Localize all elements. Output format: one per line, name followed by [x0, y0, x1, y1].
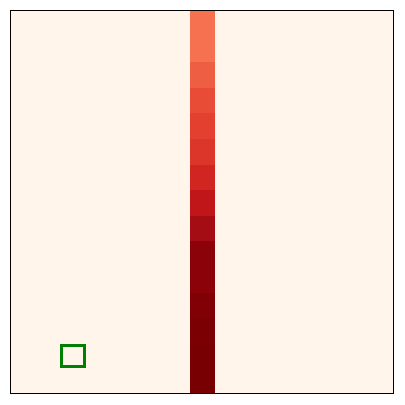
heat-column-cell [190, 11, 215, 38]
heat-column-cell [190, 318, 215, 345]
heat-column-cell [190, 190, 215, 217]
heat-column-cell [190, 292, 215, 319]
heat-column-cell [190, 62, 215, 89]
heat-column [190, 11, 215, 393]
heat-column-cell [190, 113, 215, 140]
heat-column-cell [190, 87, 215, 114]
heat-column-cell [190, 343, 215, 370]
agent-marker [60, 344, 86, 368]
heat-column-cell [190, 241, 215, 268]
heat-column-cell [190, 36, 215, 63]
heat-column-cell [190, 139, 215, 166]
heat-column-cell [190, 215, 215, 242]
heat-column-cell [190, 164, 215, 191]
heat-column-cell [190, 267, 215, 294]
game-board [10, 10, 394, 394]
heat-column-cell [190, 369, 215, 393]
